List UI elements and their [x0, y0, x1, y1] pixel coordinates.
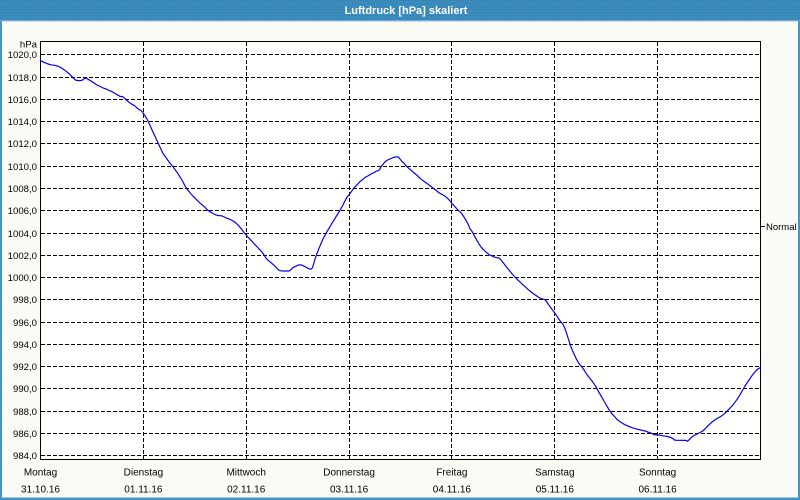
svg-text:1018,0: 1018,0 — [8, 73, 37, 84]
svg-text:Dienstag: Dienstag — [124, 468, 163, 479]
svg-text:1004,0: 1004,0 — [8, 229, 37, 240]
svg-text:02.11.16: 02.11.16 — [227, 484, 266, 495]
svg-text:994,0: 994,0 — [13, 340, 37, 351]
svg-text:996,0: 996,0 — [13, 318, 37, 329]
svg-text:1016,0: 1016,0 — [8, 95, 37, 106]
svg-text:984,0: 984,0 — [13, 451, 37, 462]
svg-text:1012,0: 1012,0 — [8, 139, 37, 150]
svg-text:31.10.16: 31.10.16 — [21, 484, 60, 495]
svg-text:Montag: Montag — [24, 468, 57, 479]
svg-text:03.11.16: 03.11.16 — [330, 484, 369, 495]
svg-text:04.11.16: 04.11.16 — [433, 484, 472, 495]
svg-text:992,0: 992,0 — [13, 362, 37, 373]
svg-text:hPa: hPa — [20, 40, 38, 51]
svg-text:05.11.16: 05.11.16 — [536, 484, 575, 495]
svg-text:1010,0: 1010,0 — [8, 162, 37, 173]
svg-text:1014,0: 1014,0 — [8, 117, 37, 128]
svg-text:990,0: 990,0 — [13, 384, 37, 395]
svg-text:Freitag: Freitag — [436, 468, 467, 479]
svg-text:1002,0: 1002,0 — [8, 251, 37, 262]
svg-text:1020,0: 1020,0 — [8, 50, 37, 61]
svg-text:Luftdruck [hPa] skaliert: Luftdruck [hPa] skaliert — [345, 5, 468, 17]
svg-text:Sonntag: Sonntag — [639, 468, 676, 479]
svg-text:Mittwoch: Mittwoch — [226, 468, 265, 479]
svg-text:Donnerstag: Donnerstag — [323, 468, 375, 479]
svg-text:01.11.16: 01.11.16 — [124, 484, 163, 495]
svg-text:06.11.16: 06.11.16 — [639, 484, 678, 495]
svg-text:1000,0: 1000,0 — [8, 273, 37, 284]
svg-text:998,0: 998,0 — [13, 295, 37, 306]
svg-text:988,0: 988,0 — [13, 407, 37, 418]
svg-text:Normal: Normal — [766, 222, 797, 233]
svg-text:986,0: 986,0 — [13, 429, 37, 440]
svg-text:Samstag: Samstag — [535, 468, 574, 479]
svg-text:1008,0: 1008,0 — [8, 184, 37, 195]
svg-text:1006,0: 1006,0 — [8, 206, 37, 217]
